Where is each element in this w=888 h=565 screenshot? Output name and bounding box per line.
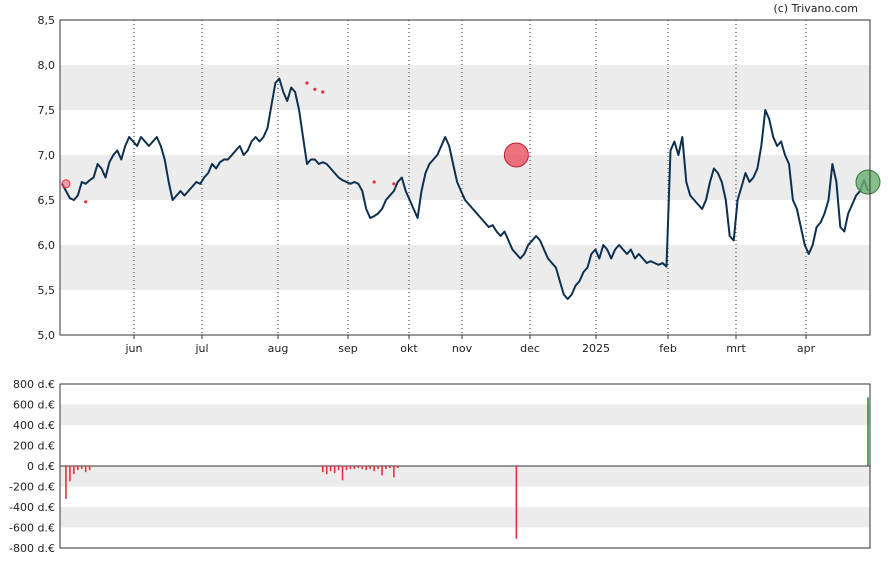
- big-sell-marker: [503, 142, 529, 168]
- price-x-tick-label: feb: [659, 342, 677, 355]
- volume-band-2: [60, 507, 870, 528]
- sell-marker: [321, 90, 325, 94]
- price-line: [61, 77, 869, 300]
- volume-y-tick-label: 0 d.€: [27, 460, 55, 473]
- price-band-0: [60, 65, 870, 110]
- volume-band-0: [60, 404, 870, 425]
- price-y-tick-label: 8,5: [38, 14, 56, 27]
- volume-y-axis-labels: 800 d.€ 600 d.€ 400 d.€ 200 d.€ 0 d.€ -200 d.…: [9, 378, 55, 555]
- price-bands: [60, 65, 870, 290]
- price-x-axis-labels: jun jul aug sep okt nov dec 2025 feb mrt apr: [125, 342, 816, 355]
- price-x-tick-label: nov: [452, 342, 473, 355]
- price-y-tick-label: 5,0: [38, 329, 56, 342]
- price-y-tick-label: 5,5: [38, 284, 56, 297]
- volume-y-tick-label: 800 d.€: [13, 378, 55, 391]
- volume-bands: [60, 404, 870, 528]
- price-y-tick-label: 7,5: [38, 104, 56, 117]
- price-x-tick-label: sep: [338, 342, 357, 355]
- price-y-axis-labels: 8,5 8,0 7,5 7,0 6,5 6,0 5,5 5,0: [38, 14, 56, 342]
- price-band-2: [60, 245, 870, 290]
- price-y-tick-label: 8,0: [38, 59, 56, 72]
- sell-marker: [392, 182, 396, 186]
- volume-y-tick-label: 200 d.€: [13, 440, 55, 453]
- price-y-tick-label: 6,0: [38, 239, 56, 252]
- volume-y-tick-label: 600 d.€: [13, 399, 55, 412]
- volume-y-tick-label: -600 d.€: [9, 522, 55, 535]
- price-month-gridlines: [133, 20, 807, 339]
- volume-y-tick-label: 400 d.€: [13, 419, 55, 432]
- price-x-tick-label: mrt: [726, 342, 746, 355]
- price-x-tick-label: 2025: [582, 342, 610, 355]
- volume-bars: [65, 397, 869, 539]
- price-plot-frame: [59, 19, 871, 336]
- price-x-tick-label: dec: [520, 342, 540, 355]
- credit-label: (c) Trivano.com: [773, 2, 858, 15]
- volume-band-1: [60, 466, 870, 487]
- price-y-tick-label: 6,5: [38, 194, 56, 207]
- sell-marker: [84, 200, 88, 204]
- sell-marker: [372, 180, 376, 184]
- sell-marker: [305, 81, 309, 85]
- price-x-tick-label: aug: [268, 342, 289, 355]
- volume-y-tick-label: -800 d.€: [9, 542, 55, 555]
- sell-marker: [61, 179, 71, 189]
- volume-y-tick-label: -400 d.€: [9, 501, 55, 514]
- price-y-tick-label: 7,0: [38, 149, 56, 162]
- price-x-tick-label: okt: [400, 342, 418, 355]
- price-band-1: [60, 155, 870, 200]
- price-x-tick-label: jun: [125, 342, 143, 355]
- price-x-tick-label: jul: [194, 342, 208, 355]
- price-x-tick-label: apr: [797, 342, 816, 355]
- trade-markers: [61, 81, 881, 204]
- big-buy-marker: [855, 169, 881, 195]
- volume-plot-frame: [59, 383, 871, 549]
- volume-y-tick-label: -200 d.€: [9, 481, 55, 494]
- sell-marker: [313, 87, 317, 91]
